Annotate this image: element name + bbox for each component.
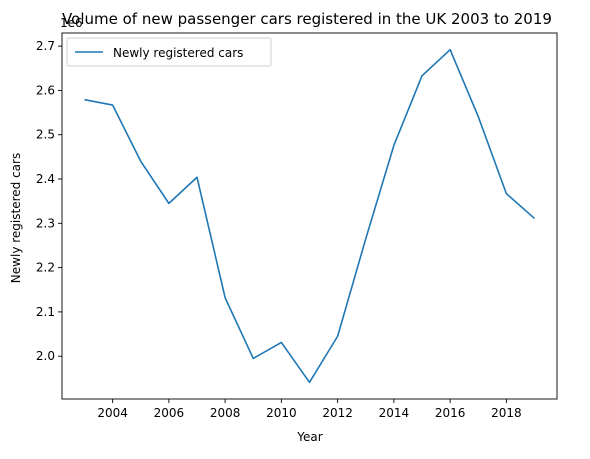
- legend-label: Newly registered cars: [113, 46, 243, 60]
- x-tick-label: 2010: [266, 406, 297, 420]
- x-tick-label: 2018: [491, 406, 522, 420]
- legend-box: [66, 37, 272, 67]
- x-tick-label: 2014: [379, 406, 410, 420]
- plot-area: [61, 32, 558, 400]
- y-axis-label: Newly registered cars: [9, 153, 23, 283]
- legend: Newly registered cars: [66, 37, 272, 67]
- x-axis: 2004 2006 2008 2010 2012 2014 2016 2018: [97, 399, 522, 420]
- y-tick-label: 2.1: [36, 305, 55, 319]
- y-axis: 2.0 2.1 2.2 2.3 2.4 2.5 2.6 2.7: [36, 39, 62, 363]
- x-tick-label: 2016: [435, 406, 466, 420]
- series-line-newly-registered-cars: [84, 48, 536, 384]
- x-tick-label: 2012: [322, 406, 353, 420]
- y-tick-label: 2.4: [36, 172, 55, 186]
- x-tick-label: 2004: [97, 406, 128, 420]
- y-tick-label: 2.5: [36, 128, 55, 142]
- y-tick-label: 2.6: [36, 83, 55, 97]
- x-axis-label: Year: [296, 430, 322, 444]
- y-tick-label: 2.3: [36, 216, 55, 230]
- y-tick-label: 2.0: [36, 349, 55, 363]
- x-tick-label: 2006: [154, 406, 185, 420]
- y-offset-label: 1e6: [60, 16, 83, 30]
- plot-frame: [61, 32, 558, 400]
- y-tick-label: 2.7: [36, 39, 55, 53]
- chart-title: Volume of new passenger cars registered …: [62, 10, 552, 28]
- y-tick-label: 2.2: [36, 261, 55, 275]
- x-tick-label: 2008: [210, 406, 241, 420]
